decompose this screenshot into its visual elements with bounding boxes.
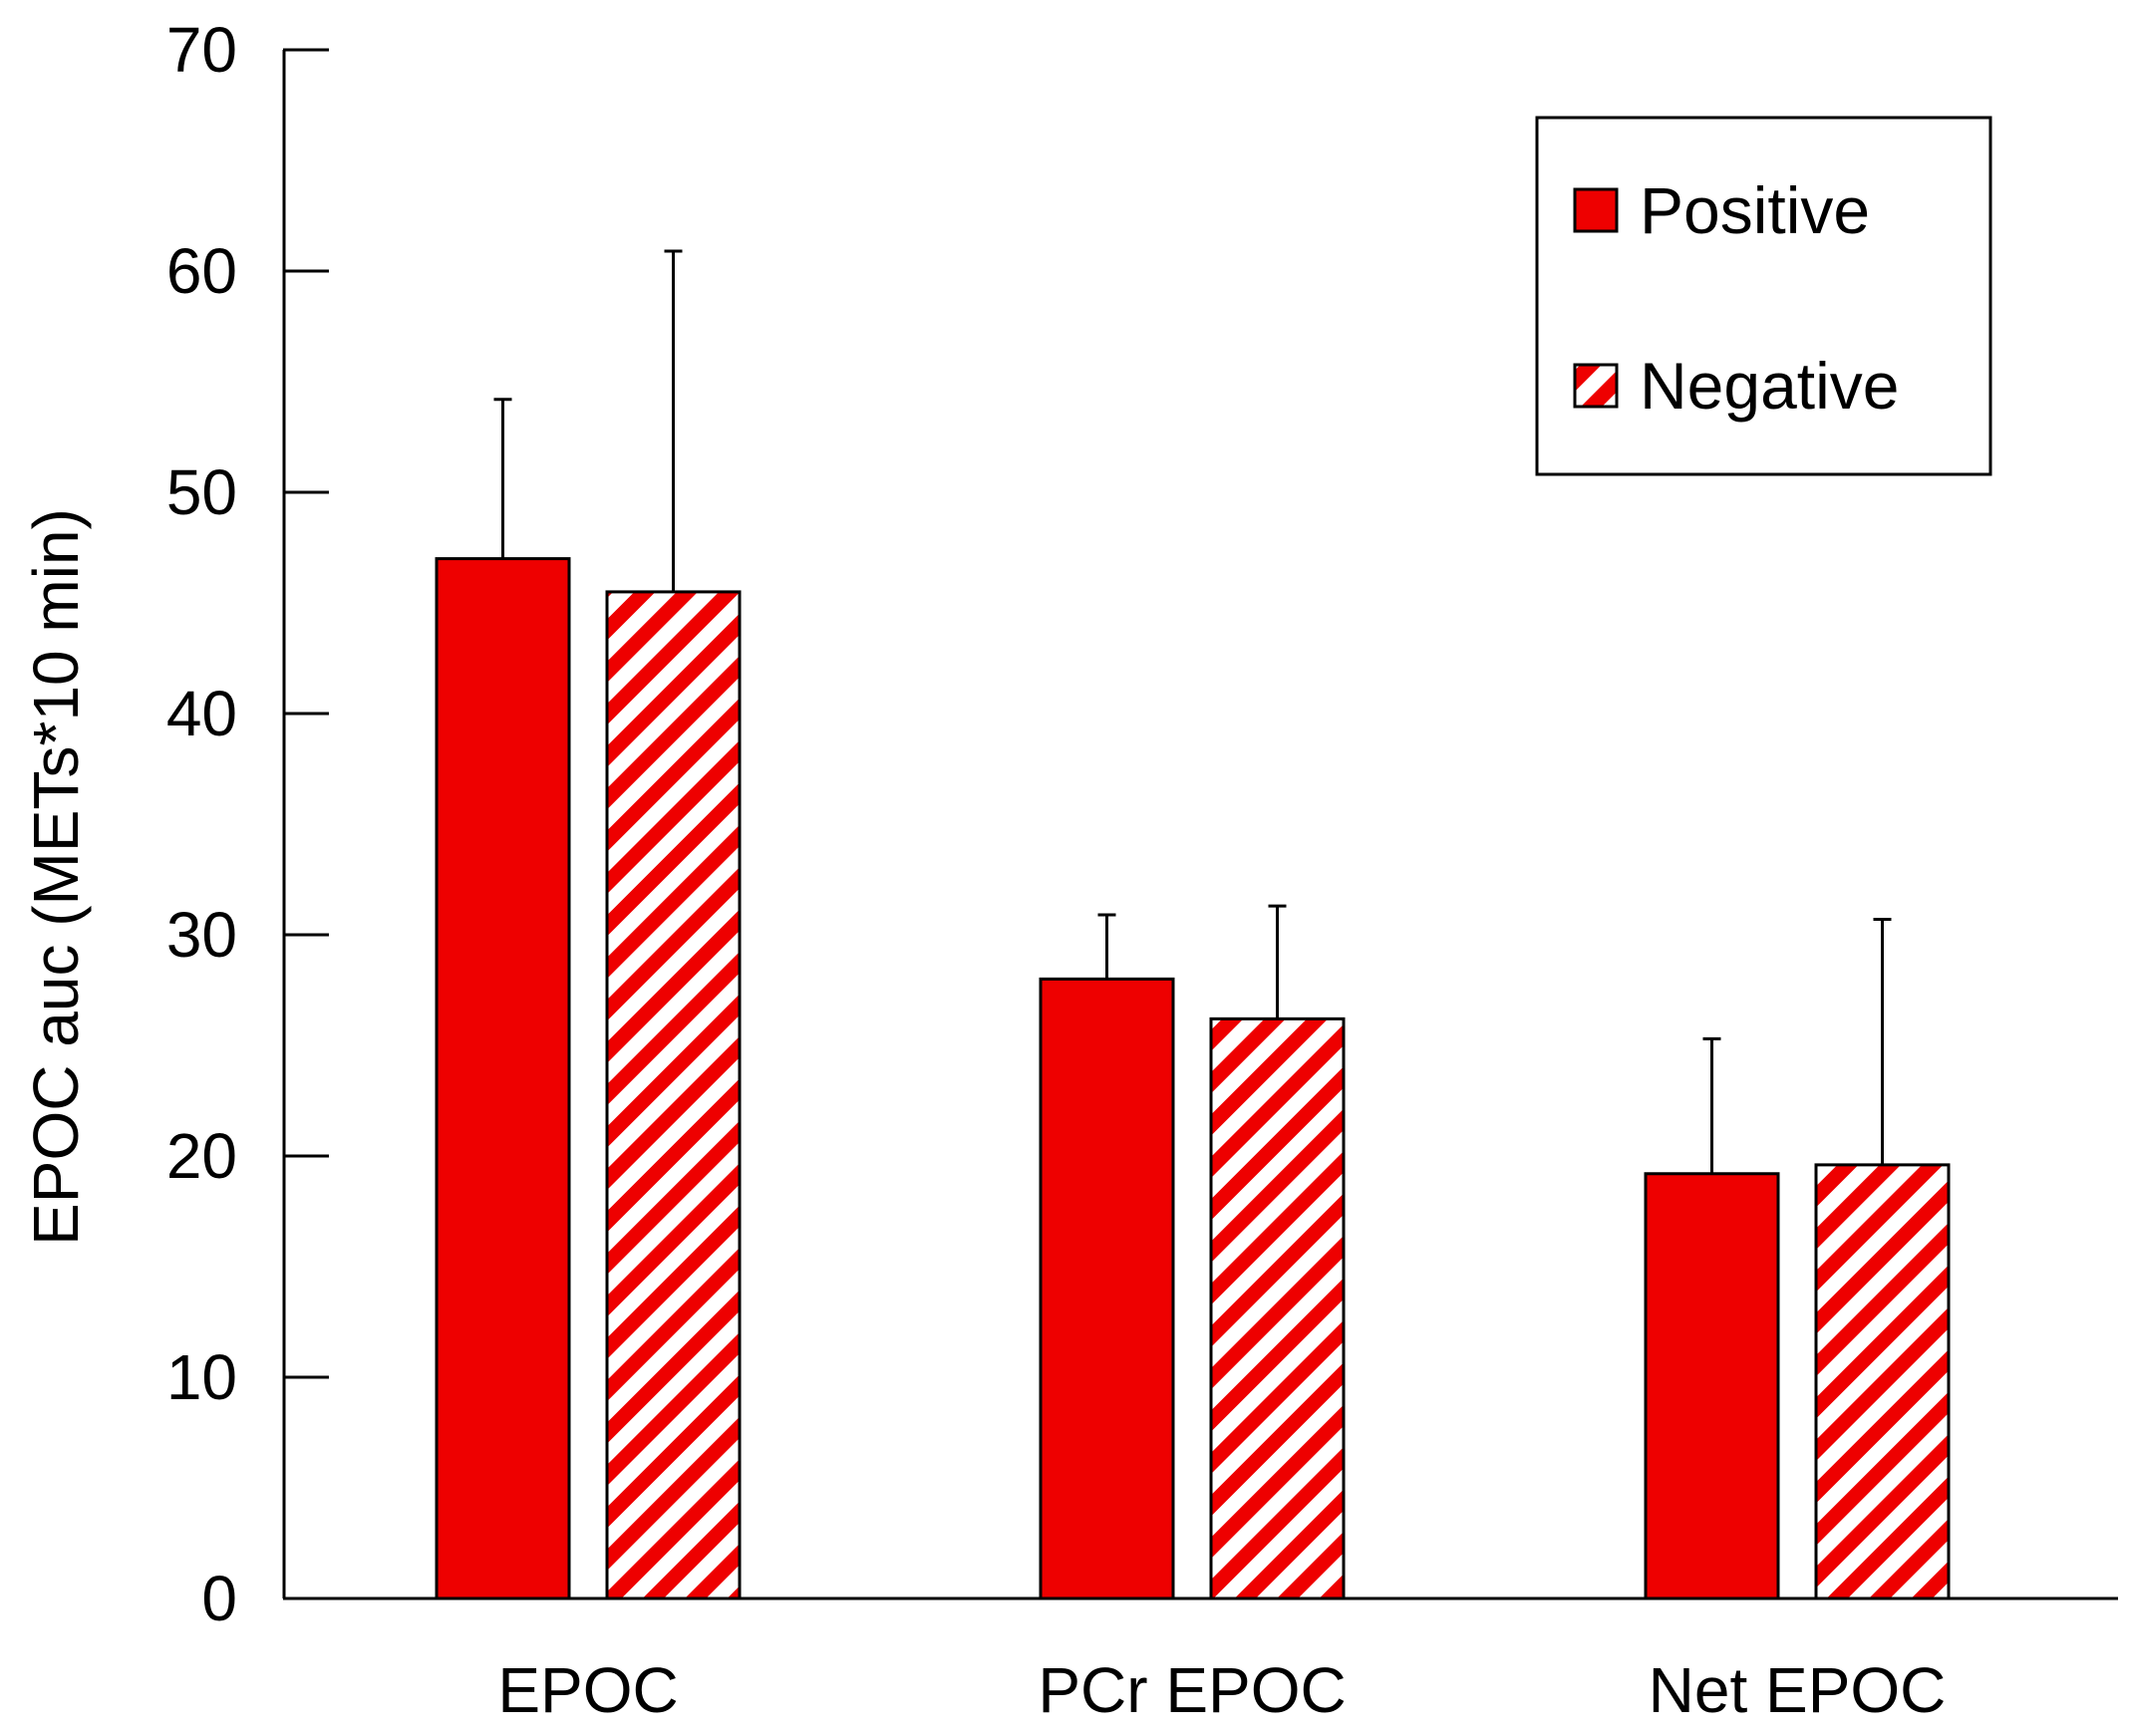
y-tick-label-50: 50 bbox=[166, 456, 237, 528]
y-tick-label-70: 70 bbox=[166, 14, 237, 86]
y-axis-label: EPOC auc (METs*10 min) bbox=[20, 508, 92, 1246]
legend-box bbox=[1535, 116, 1992, 476]
bar-positive-2 bbox=[1644, 1172, 1780, 1600]
legend: Positive Negative bbox=[1535, 116, 1992, 476]
y-tick-label-40: 40 bbox=[166, 678, 237, 749]
y-tick-label-30: 30 bbox=[166, 899, 237, 971]
bar-negative-2 bbox=[1814, 1163, 1951, 1600]
legend-swatch-negative bbox=[1573, 363, 1619, 409]
x-tick-label-0: EPOC bbox=[497, 1654, 678, 1726]
x-axis-labels: EPOC PCr EPOC Net EPOC bbox=[497, 1654, 1946, 1726]
bar-positive-1 bbox=[1039, 977, 1175, 1600]
bar-negative-1 bbox=[1209, 1016, 1346, 1600]
y-tick-label-60: 60 bbox=[166, 235, 237, 307]
bar-positive-0 bbox=[435, 557, 571, 1600]
y-tick-label-10: 10 bbox=[166, 1341, 237, 1413]
x-tick-label-2: Net EPOC bbox=[1649, 1654, 1947, 1726]
y-tick-label-20: 20 bbox=[166, 1120, 237, 1192]
legend-label-negative: Negative bbox=[1640, 349, 1900, 423]
y-tick-label-0: 0 bbox=[201, 1563, 237, 1634]
legend-label-positive: Positive bbox=[1640, 173, 1870, 247]
bars bbox=[435, 557, 1951, 1600]
legend-swatch-positive bbox=[1573, 187, 1619, 233]
x-tick-label-1: PCr EPOC bbox=[1038, 1654, 1346, 1726]
axes: 0 10 20 30 40 50 60 70 bbox=[166, 14, 2118, 1634]
bar-negative-0 bbox=[605, 590, 742, 1600]
error-bars bbox=[493, 249, 1892, 1174]
